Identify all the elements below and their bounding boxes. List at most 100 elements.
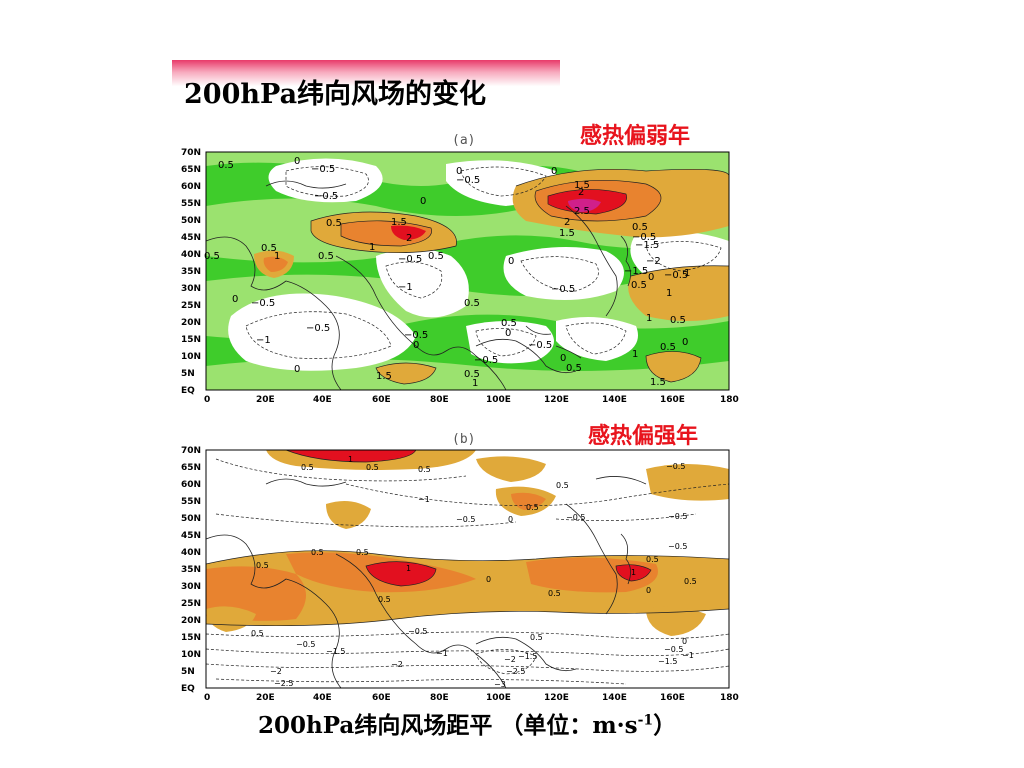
panel-b-case-label: 感热偏强年 (588, 424, 699, 449)
svg-text:0.5: 0.5 (256, 561, 269, 570)
svg-text:140E: 140E (602, 693, 627, 703)
svg-text:60E: 60E (372, 395, 391, 405)
svg-text:−0.5: −0.5 (456, 175, 480, 186)
svg-text:55N: 55N (181, 497, 201, 507)
svg-text:0.5: 0.5 (366, 463, 379, 472)
svg-text:1.5: 1.5 (376, 371, 392, 382)
caption-superscript: -1 (637, 712, 654, 729)
svg-text:1: 1 (632, 349, 638, 360)
svg-text:1: 1 (274, 251, 280, 262)
svg-text:0: 0 (420, 196, 426, 207)
svg-text:−1.5: −1.5 (518, 652, 537, 661)
svg-text:0: 0 (646, 586, 651, 595)
svg-text:0.5: 0.5 (464, 298, 480, 309)
svg-text:60N: 60N (181, 480, 201, 490)
svg-text:EQ: EQ (181, 684, 195, 694)
svg-text:45N: 45N (181, 233, 201, 243)
svg-text:0.5: 0.5 (556, 481, 569, 490)
svg-text:−0.5: −0.5 (666, 462, 685, 471)
svg-text:0: 0 (508, 515, 513, 524)
svg-text:20E: 20E (256, 395, 275, 405)
svg-text:−0.5: −0.5 (632, 232, 656, 243)
svg-text:0: 0 (505, 328, 511, 339)
svg-text:0.5: 0.5 (356, 548, 369, 557)
svg-text:0.5: 0.5 (548, 589, 561, 598)
svg-text:0.5: 0.5 (326, 218, 342, 229)
svg-text:25N: 25N (181, 599, 201, 609)
svg-text:10N: 10N (181, 352, 201, 362)
svg-text:−0.5: −0.5 (251, 298, 275, 309)
svg-text:−1: −1 (436, 649, 448, 658)
svg-text:65N: 65N (181, 165, 201, 175)
svg-text:0: 0 (560, 353, 566, 364)
svg-text:1.5: 1.5 (559, 228, 575, 239)
panel-b-map: 0.5 1 0.5 0.5 −1 −0.5 0 0.5 0.5 −0.5 −0.… (181, 446, 739, 703)
svg-text:−0.5: −0.5 (664, 645, 683, 654)
panel-a-case-label: 感热偏弱年 (580, 124, 691, 149)
svg-text:40N: 40N (181, 548, 201, 558)
svg-text:20N: 20N (181, 616, 201, 626)
svg-text:0: 0 (486, 575, 491, 584)
svg-text:1.5: 1.5 (650, 377, 666, 388)
svg-text:70N: 70N (181, 148, 201, 158)
svg-text:20E: 20E (256, 693, 275, 703)
svg-text:60E: 60E (372, 693, 391, 703)
svg-text:25N: 25N (181, 301, 201, 311)
svg-text:160E: 160E (660, 693, 685, 703)
svg-text:−1: −1 (256, 335, 271, 346)
svg-text:−1: −1 (418, 495, 430, 504)
svg-text:50N: 50N (181, 514, 201, 524)
svg-text:0.5: 0.5 (251, 629, 264, 638)
svg-text:0: 0 (294, 156, 300, 167)
svg-text:0: 0 (682, 637, 687, 646)
svg-text:0.5: 0.5 (218, 160, 234, 171)
svg-text:0: 0 (413, 340, 419, 351)
svg-text:1: 1 (666, 288, 672, 299)
svg-text:5N: 5N (181, 369, 195, 379)
svg-text:1: 1 (348, 455, 353, 464)
svg-text:1.5: 1.5 (574, 180, 590, 191)
svg-text:−3: −3 (494, 680, 506, 689)
svg-text:0: 0 (204, 693, 210, 703)
svg-text:35N: 35N (181, 267, 201, 277)
svg-text:−0.5: −0.5 (566, 513, 585, 522)
svg-text:60N: 60N (181, 182, 201, 192)
caption-end: ） (653, 712, 677, 739)
svg-text:−0.5: −0.5 (668, 542, 687, 551)
svg-text:0: 0 (648, 272, 654, 283)
slide-title-bar: 200hPa纬向风场的变化 (172, 60, 560, 110)
svg-text:−0.5: −0.5 (668, 512, 687, 521)
svg-text:1.5: 1.5 (391, 217, 407, 228)
svg-text:80E: 80E (430, 395, 449, 405)
svg-text:−2: −2 (504, 655, 516, 664)
svg-text:−1.5: −1.5 (326, 647, 345, 656)
svg-text:0.5: 0.5 (631, 280, 647, 291)
svg-text:0: 0 (508, 256, 514, 267)
svg-text:−0.5: −0.5 (664, 270, 688, 281)
svg-text:45N: 45N (181, 531, 201, 541)
svg-text:0.5: 0.5 (566, 363, 582, 374)
panel-a-label: (a) (452, 133, 476, 148)
svg-text:40E: 40E (313, 395, 332, 405)
svg-text:70N: 70N (181, 446, 201, 456)
svg-text:−1: −1 (398, 282, 413, 293)
svg-text:0.5: 0.5 (646, 555, 659, 564)
svg-text:0: 0 (682, 337, 688, 348)
svg-text:40E: 40E (313, 693, 332, 703)
svg-text:0.5: 0.5 (378, 595, 391, 604)
svg-text:0.5: 0.5 (311, 548, 324, 557)
svg-text:0: 0 (294, 364, 300, 375)
svg-text:−0.5: −0.5 (456, 515, 475, 524)
svg-text:0: 0 (232, 294, 238, 305)
svg-text:0.5: 0.5 (464, 369, 480, 380)
svg-text:1: 1 (684, 268, 690, 279)
svg-text:0: 0 (551, 166, 557, 177)
svg-text:−1.5: −1.5 (635, 240, 659, 251)
svg-text:−0.5: −0.5 (306, 323, 330, 334)
svg-text:−2.5: −2.5 (506, 667, 525, 676)
svg-text:0.5: 0.5 (318, 251, 334, 262)
svg-text:−2: −2 (270, 667, 282, 676)
svg-text:50N: 50N (181, 216, 201, 226)
svg-text:−0.5: −0.5 (551, 284, 575, 295)
svg-text:−1.5: −1.5 (658, 657, 677, 666)
